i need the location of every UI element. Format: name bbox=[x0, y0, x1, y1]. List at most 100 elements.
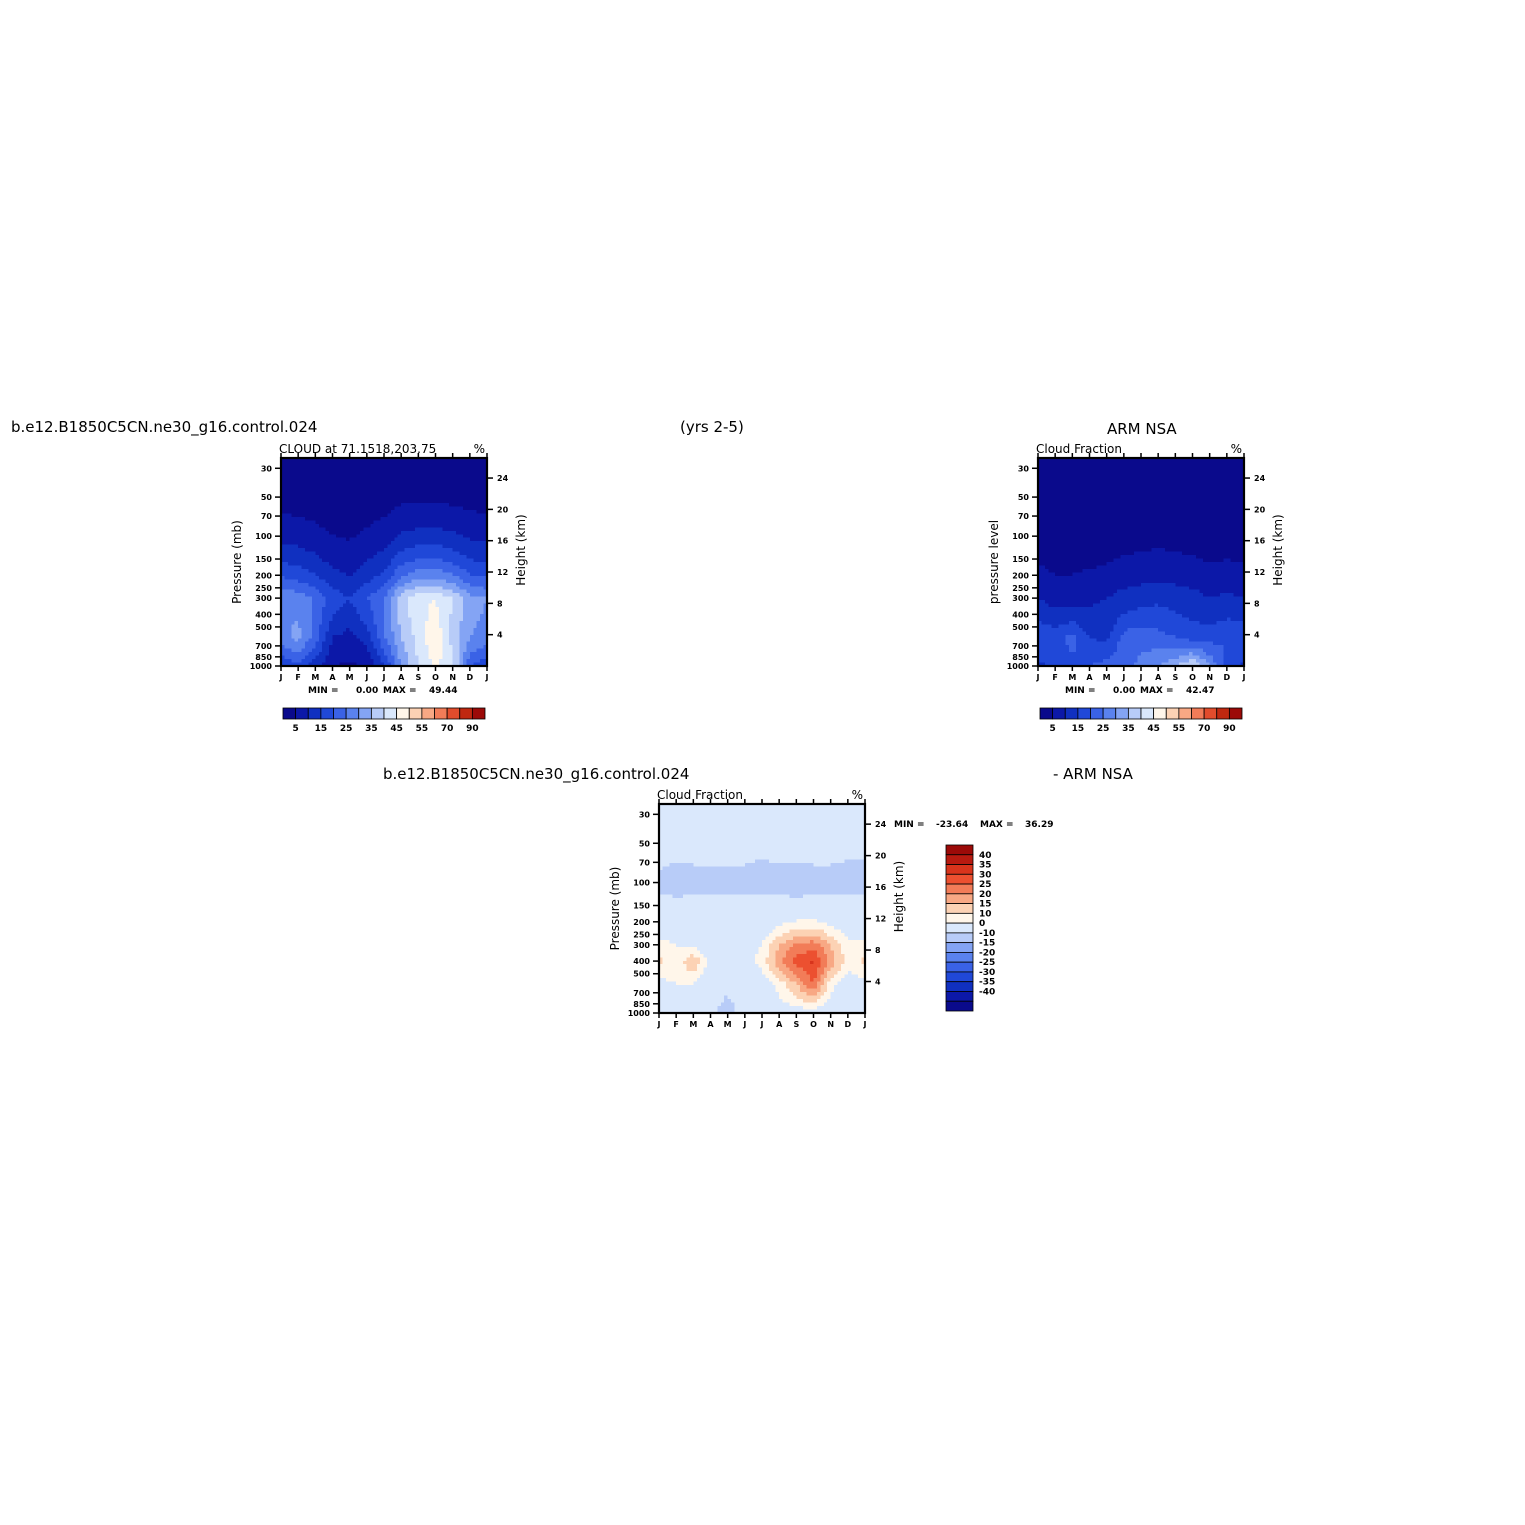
heatmap-cell bbox=[466, 496, 471, 501]
heatmap-cell bbox=[370, 655, 375, 660]
heatmap-cell bbox=[1103, 579, 1108, 584]
heatmap-cell bbox=[421, 464, 426, 469]
heatmap-cell bbox=[469, 634, 474, 639]
heatmap-cell bbox=[449, 520, 454, 525]
heatmap-cell bbox=[418, 489, 423, 494]
heatmap-cell bbox=[1103, 551, 1108, 556]
heatmap-cell bbox=[332, 620, 337, 625]
heatmap-cell bbox=[353, 516, 358, 521]
heatmap-cell bbox=[377, 655, 382, 660]
heatmap-cell bbox=[466, 544, 471, 549]
heatmap-cell bbox=[349, 482, 354, 487]
heatmap-cell bbox=[435, 593, 440, 598]
heatmap-cell bbox=[1044, 499, 1049, 504]
heatmap-cell bbox=[363, 541, 368, 546]
heatmap-cell bbox=[1072, 610, 1077, 615]
heatmap-cell bbox=[308, 586, 313, 591]
heatmap-cell bbox=[1065, 458, 1070, 463]
heatmap-cell bbox=[1079, 659, 1084, 664]
heatmap-cell bbox=[452, 589, 457, 594]
heatmap-cell bbox=[1082, 464, 1087, 469]
heatmap-cell bbox=[305, 513, 310, 518]
heatmap-cell bbox=[1038, 499, 1043, 504]
heatmap-cell bbox=[281, 641, 286, 646]
heatmap-cell bbox=[332, 555, 337, 560]
heatmap-cell bbox=[342, 641, 347, 646]
heatmap-cell bbox=[384, 607, 389, 612]
heatmap-cell bbox=[401, 485, 406, 490]
heatmap-cell bbox=[1082, 506, 1087, 511]
heatmap-cell bbox=[329, 586, 334, 591]
heatmap-cell bbox=[1089, 548, 1094, 553]
heatmap-cell bbox=[318, 513, 323, 518]
heatmap-cell bbox=[384, 655, 389, 660]
heatmap-cell bbox=[281, 544, 286, 549]
heatmap-cell bbox=[301, 458, 306, 463]
heatmap-cell bbox=[438, 641, 443, 646]
heatmap-cell bbox=[1089, 582, 1094, 587]
heatmap-cell bbox=[452, 641, 457, 646]
heatmap-cell bbox=[469, 638, 474, 643]
heatmap-cell bbox=[476, 634, 481, 639]
obs-name-title: ARM NSA bbox=[1107, 420, 1177, 438]
heatmap-cell bbox=[445, 520, 450, 525]
heatmap-cell bbox=[1089, 638, 1094, 643]
heatmap-cell bbox=[366, 499, 371, 504]
heatmap-cell bbox=[308, 631, 313, 636]
heatmap-cell bbox=[404, 620, 409, 625]
heatmap-cell bbox=[387, 510, 392, 515]
heatmap-cell bbox=[456, 572, 461, 577]
heatmap-cell bbox=[308, 610, 313, 615]
heatmap-cell bbox=[445, 586, 450, 591]
heatmap-cell bbox=[1048, 662, 1053, 667]
heatmap-cell bbox=[1089, 610, 1094, 615]
heatmap-cell bbox=[298, 565, 303, 570]
heatmap-cell bbox=[305, 565, 310, 570]
heatmap-cell bbox=[404, 568, 409, 573]
heatmap-cell bbox=[1092, 544, 1097, 549]
heatmap-cell bbox=[435, 551, 440, 556]
heatmap-cell bbox=[284, 482, 289, 487]
heatmap-cell bbox=[445, 537, 450, 542]
heatmap-cell bbox=[1089, 478, 1094, 483]
heatmap-cell bbox=[353, 471, 358, 476]
heatmap-cell bbox=[301, 471, 306, 476]
heatmap-cell bbox=[370, 624, 375, 629]
heatmap-cell bbox=[315, 645, 320, 650]
heatmap-cell bbox=[1099, 596, 1104, 601]
heatmap-cell bbox=[390, 534, 395, 539]
heatmap-cell bbox=[401, 530, 406, 535]
heatmap-cell bbox=[1051, 496, 1056, 501]
heatmap-cell bbox=[325, 485, 330, 490]
heatmap-cell bbox=[411, 648, 416, 653]
heatmap-cell bbox=[387, 562, 392, 567]
heatmap-cell bbox=[370, 589, 375, 594]
heatmap-cell bbox=[469, 461, 474, 466]
heatmap-cell bbox=[305, 655, 310, 660]
heatmap-cell bbox=[1079, 582, 1084, 587]
heatmap-cell bbox=[1082, 534, 1087, 539]
heatmap-cell bbox=[308, 617, 313, 622]
heatmap-cell bbox=[287, 662, 292, 667]
heatmap-cell bbox=[449, 624, 454, 629]
heatmap-cell bbox=[1082, 461, 1087, 466]
heatmap-cell bbox=[1044, 589, 1049, 594]
heatmap-cell bbox=[1051, 579, 1056, 584]
heatmap-cell bbox=[1106, 503, 1111, 508]
heatmap-cell bbox=[435, 614, 440, 619]
heatmap-cell bbox=[1089, 652, 1094, 657]
x-tick-label: A bbox=[398, 673, 405, 682]
heatmap-cell bbox=[308, 620, 313, 625]
heatmap-cell bbox=[301, 600, 306, 605]
heatmap-cell bbox=[335, 464, 340, 469]
heatmap-cell bbox=[298, 562, 303, 567]
heatmap-cell bbox=[1079, 562, 1084, 567]
heatmap-cell bbox=[1051, 575, 1056, 580]
heatmap-cell bbox=[298, 548, 303, 553]
heatmap-cell bbox=[1068, 617, 1073, 622]
heatmap-cell bbox=[1072, 617, 1077, 622]
heatmap-cell bbox=[397, 489, 402, 494]
heatmap-cell bbox=[373, 468, 378, 473]
heatmap-cell bbox=[480, 523, 485, 528]
heatmap-cell bbox=[1103, 620, 1108, 625]
